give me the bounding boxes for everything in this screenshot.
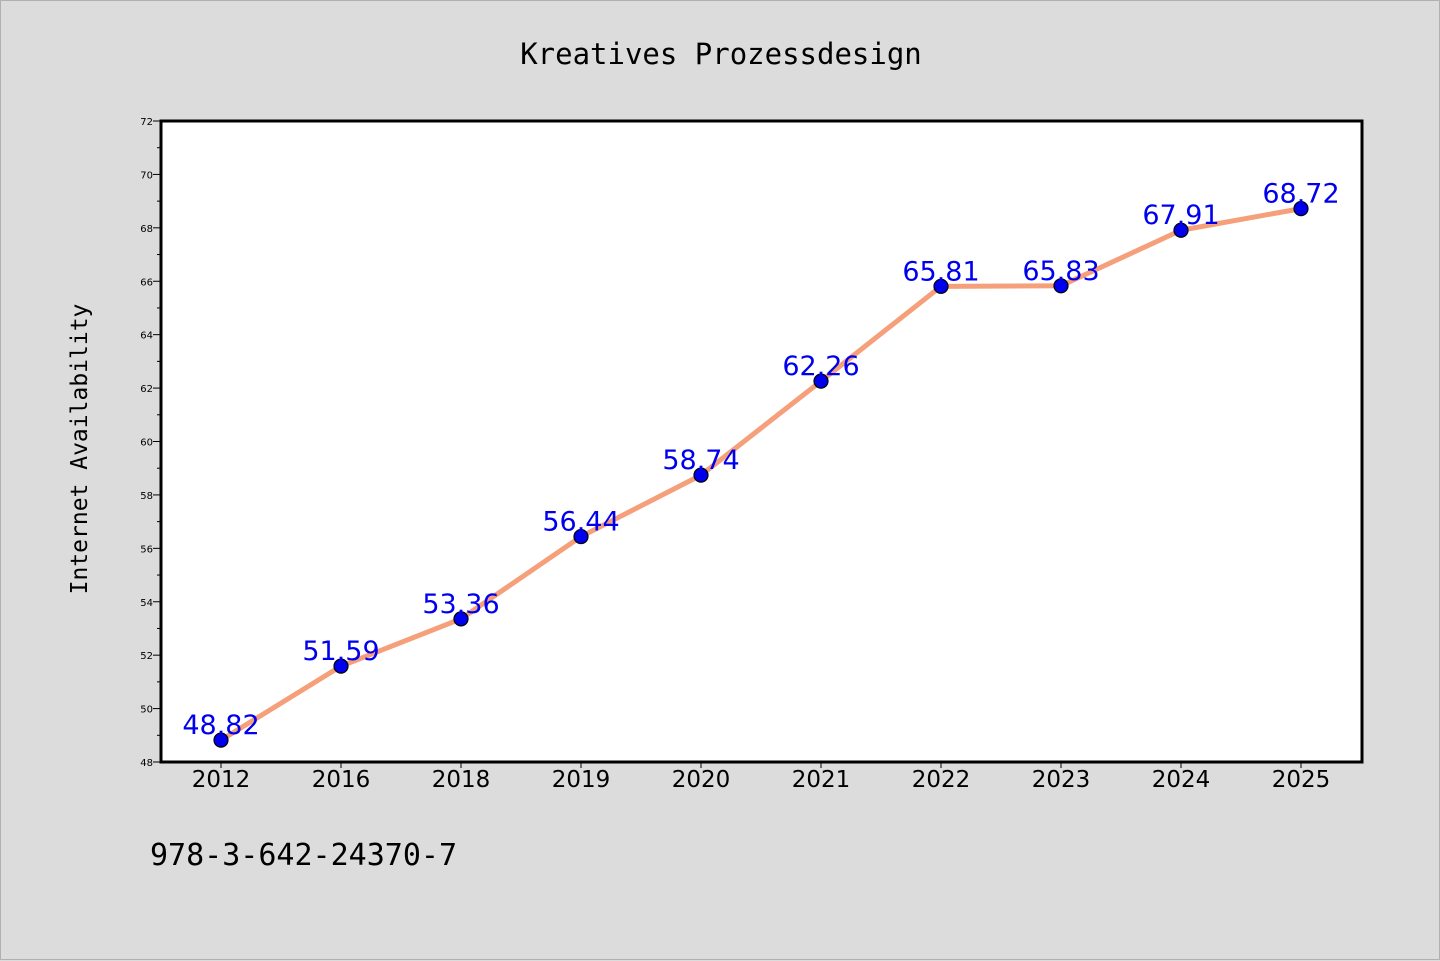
data-point xyxy=(813,373,829,389)
data-label: 53.36 xyxy=(422,589,499,620)
x-tick-label: 2020 xyxy=(672,767,731,793)
x-tick-label: 2022 xyxy=(912,767,971,793)
x-tick-label: 2025 xyxy=(1272,767,1331,793)
data-point xyxy=(213,732,229,748)
y-tick-label: 50 xyxy=(140,705,153,716)
chart-title: Kreatives Prozessdesign xyxy=(520,37,922,71)
y-tick-label: 60 xyxy=(140,438,153,449)
y-tick-label: 70 xyxy=(140,170,153,181)
data-label: 65.83 xyxy=(1022,256,1099,287)
data-label: 65.81 xyxy=(902,256,979,287)
y-tick-label: 58 xyxy=(140,491,153,502)
series-group: 48.82 51.59 53.36 56.44 58.74 62.26 65.81 65.83… xyxy=(182,179,1340,748)
x-tick-label: 2018 xyxy=(432,767,491,793)
y-axis-label: Internet Availability xyxy=(67,304,93,595)
x-tick-label: 2019 xyxy=(552,767,611,793)
y-tick-label: 64 xyxy=(140,331,153,342)
x-tick-label: 2021 xyxy=(792,767,851,793)
isbn-text: 978-3-642-24370-7 xyxy=(150,838,457,873)
y-tick-label: 72 xyxy=(140,117,153,128)
x-axis-ticks: 2012 2016 2018 2019 2020 2021 2022 2023 2024 2025 xyxy=(192,762,1331,793)
x-tick-label: 2016 xyxy=(312,767,371,793)
y-tick-label: 62 xyxy=(140,384,153,395)
data-label: 48.82 xyxy=(182,710,259,741)
data-point xyxy=(693,467,709,483)
data-point xyxy=(933,278,949,294)
data-label: 68.72 xyxy=(1262,179,1339,210)
y-tick-label: 54 xyxy=(140,598,153,609)
y-tick-label: 48 xyxy=(140,758,153,769)
data-point xyxy=(333,658,349,674)
y-tick-label: 68 xyxy=(140,224,153,235)
data-label: 56.44 xyxy=(542,507,619,538)
y-tick-label: 52 xyxy=(140,651,153,662)
data-point xyxy=(453,611,469,627)
series-line xyxy=(218,206,1304,743)
y-tick-label: 56 xyxy=(140,544,153,555)
data-point xyxy=(1293,201,1309,217)
plot-area xyxy=(159,119,1364,764)
x-tick-label: 2023 xyxy=(1032,767,1091,793)
data-label: 62.26 xyxy=(782,351,859,382)
data-point xyxy=(1053,278,1069,294)
data-point xyxy=(573,528,589,545)
data-label: 67.91 xyxy=(1142,200,1219,231)
x-tick-label: 2012 xyxy=(192,767,251,793)
y-tick-label: 66 xyxy=(140,277,153,288)
y-axis-ticks: 48 50 52 54 56 58 60 62 64 66 68 70 72 xyxy=(140,117,161,769)
data-label: 58.74 xyxy=(662,445,739,476)
data-label: 51.59 xyxy=(302,636,379,667)
data-point xyxy=(1173,222,1189,238)
x-tick-label: 2024 xyxy=(1152,767,1211,793)
